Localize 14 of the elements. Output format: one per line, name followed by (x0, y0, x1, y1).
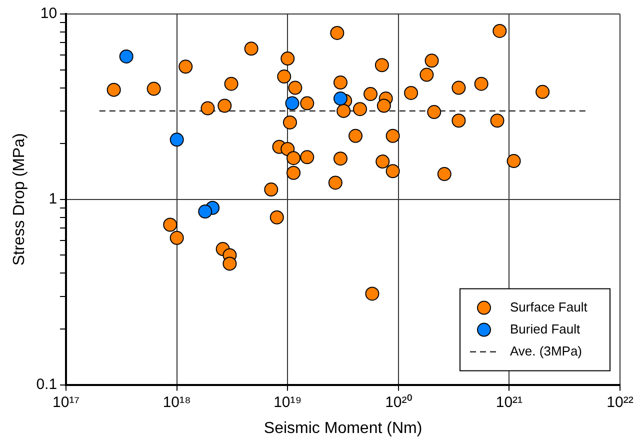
x-tick-label: 10²¹ (496, 394, 523, 411)
y-axis-title: Stress Drop (MPa) (11, 133, 28, 266)
x-tick-label: 10²⁰ (385, 394, 412, 411)
legend-label: Buried Fault (510, 321, 580, 336)
y-tick-label: 10 (40, 5, 58, 22)
legend-label: Ave. (3MPa) (510, 343, 582, 358)
y-tick-label: 0.1 (36, 376, 58, 393)
x-tick-label: 10²² (606, 394, 634, 411)
x-axis-title: Seismic Moment (Nm) (264, 420, 422, 437)
x-tick-label: 10¹⁸ (162, 394, 191, 411)
x-tick-label: 10¹⁹ (274, 394, 302, 411)
x-tick-label: 10¹⁷ (52, 394, 80, 411)
legend-label: Surface Fault (510, 299, 588, 314)
y-tick-label: 1 (48, 190, 58, 208)
